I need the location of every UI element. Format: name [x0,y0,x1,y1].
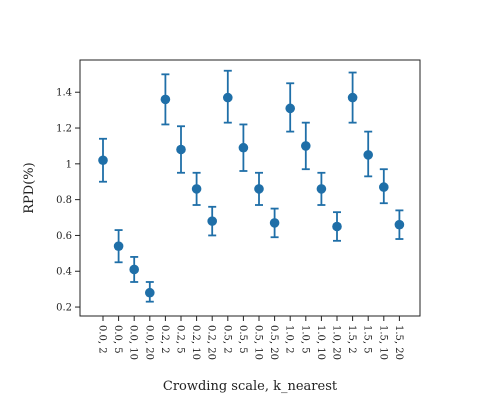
y-tick-label: 1 [66,159,72,170]
x-axis: 0.0, 2 0.0, 5 0.0, 10 0.0, 20 0.2, 2 0.2, 5 0.… [97,316,404,360]
x-tick-label: 0.0, 20 [143,325,154,360]
data-point [301,141,311,151]
y-axis: 0.2 0.4 0.6 0.8 1 1.2 1.4 [56,88,80,314]
x-tick-label: 0.2, 10 [190,325,201,360]
x-tick-label: 0.2, 2 [159,325,170,354]
data-point [113,241,124,251]
x-tick-label: 1.5, 20 [393,325,404,360]
data-points [98,92,405,298]
y-axis-label: RPD(%) [22,162,37,213]
data-point [363,150,374,160]
x-tick-label: 0.2, 5 [175,325,186,354]
x-tick-label: 1.0, 20 [331,325,342,360]
data-point [379,182,389,192]
data-point [160,94,171,105]
y-tick-label: 1.2 [56,124,72,135]
x-tick-label: 0.0, 5 [112,325,123,354]
x-tick-label: 1.0, 2 [284,325,295,354]
y-tick-label: 0.8 [56,195,72,206]
y-tick-label: 0.2 [56,303,72,314]
y-tick-label: 0.4 [56,267,72,278]
error-bars [99,69,404,303]
data-point [176,144,186,155]
x-tick-label: 0.2, 20 [206,325,217,360]
data-point [285,103,296,114]
data-point [191,184,202,194]
data-point [394,219,405,230]
x-tick-label: 1.0, 10 [315,325,326,360]
x-tick-label: 1.5, 5 [362,325,373,354]
x-tick-label: 0.0, 2 [97,325,108,354]
data-point [145,287,155,298]
y-tick-label: 1.4 [56,88,72,99]
data-point [269,218,280,228]
x-tick-label: 0.5, 2 [221,325,232,354]
x-tick-label: 0.5, 20 [268,325,279,360]
x-tick-label: 0.0, 10 [128,325,139,360]
data-point [332,221,342,232]
x-tick-label: 1.0, 5 [299,325,310,354]
x-tick-label: 0.5, 5 [237,325,248,354]
data-point [129,264,139,275]
data-point [223,92,233,103]
data-point [207,216,217,226]
y-tick-label: 0.6 [56,231,72,242]
x-tick-label: 1.5, 2 [346,325,357,354]
data-point [254,184,264,194]
x-tick-label: 1.5, 10 [377,325,388,360]
x-tick-label: 0.5, 10 [253,325,264,360]
data-point [98,155,108,166]
data-point [238,142,249,153]
data-point [347,92,358,103]
data-point [316,184,327,194]
x-axis-label: Crowding scale, k_nearest [163,379,338,394]
plot-frame [79,59,421,317]
